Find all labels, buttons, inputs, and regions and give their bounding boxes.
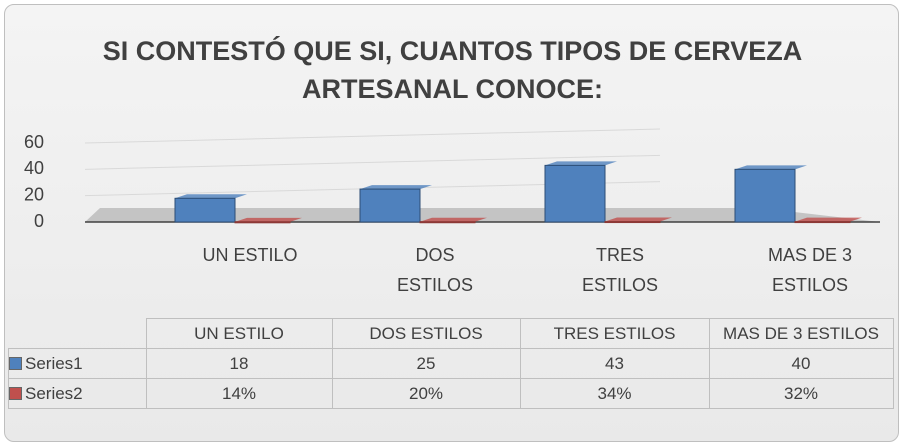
table-header: TRES ESTILOS [519, 318, 710, 349]
table-row: Series2 14% 20% 34% 32% [8, 378, 894, 409]
bar-front [734, 168, 796, 223]
bar-top [360, 185, 432, 190]
bar-front [419, 221, 476, 224]
chart-title: SI CONTESTÓ QUE SI, CUANTOS TIPOS DE CER… [102, 36, 803, 104]
y-tick-label: 0 [34, 211, 44, 231]
legend-entry: Series2 [8, 378, 147, 409]
table-value: 32% [708, 378, 894, 409]
bar-front [544, 164, 606, 223]
legend-key [9, 386, 22, 400]
table-value: 14% [145, 378, 333, 409]
table-corner [8, 318, 147, 349]
bar-front [174, 197, 236, 223]
x-tick-label: DOS ESTILOS [396, 245, 474, 295]
bar-front [794, 221, 851, 224]
legend-entry: Series1 [8, 348, 147, 379]
grid-line [84, 154, 661, 170]
bar [794, 217, 862, 224]
x-tick-label: UN ESTILO [202, 245, 298, 265]
bar [234, 217, 302, 224]
x-tick-label: MAS DE 3 ESTILOS [767, 245, 853, 295]
table-header: UN ESTILO [145, 318, 333, 349]
table-header-row: UN ESTILO DOS ESTILOS TRES ESTILOS MAS DE 3… [8, 318, 894, 349]
y-tick-label: 20 [24, 184, 44, 204]
table-header: DOS ESTILOS [331, 318, 521, 349]
table-value: 18 [145, 348, 333, 379]
table-value: 20% [331, 378, 521, 409]
legend-key [9, 356, 22, 370]
table-row: Series1 18 25 43 40 [8, 348, 894, 379]
bar-top [175, 194, 247, 199]
bar-top [420, 217, 487, 222]
table-value: 43 [519, 348, 710, 379]
grid-line [84, 128, 661, 144]
table-header: MAS DE 3 ESTILOS [708, 318, 894, 349]
bar [604, 217, 672, 224]
bar [544, 161, 617, 223]
bar [174, 194, 247, 223]
bar [419, 217, 487, 224]
bar-top [795, 217, 862, 222]
bar-front [234, 221, 291, 224]
bar-front [604, 221, 661, 224]
bar [359, 185, 432, 223]
bar [734, 165, 807, 223]
y-tick-label: 60 [24, 132, 44, 152]
y-tick-label: 40 [24, 158, 44, 178]
table-value: 34% [519, 378, 710, 409]
x-tick-label: TRES ESTILOS [581, 245, 659, 295]
bar-top [545, 161, 617, 166]
bar-top [735, 165, 807, 170]
data-table: UN ESTILO DOS ESTILOS TRES ESTILOS MAS DE 3… [8, 318, 894, 409]
legend-label: Series1 [25, 353, 83, 373]
bar-top [605, 217, 672, 222]
bar-front [359, 188, 421, 223]
table-value: 40 [708, 348, 894, 379]
table-value: 25 [331, 348, 521, 379]
legend-label: Series2 [25, 383, 83, 403]
bar-top [235, 217, 302, 222]
